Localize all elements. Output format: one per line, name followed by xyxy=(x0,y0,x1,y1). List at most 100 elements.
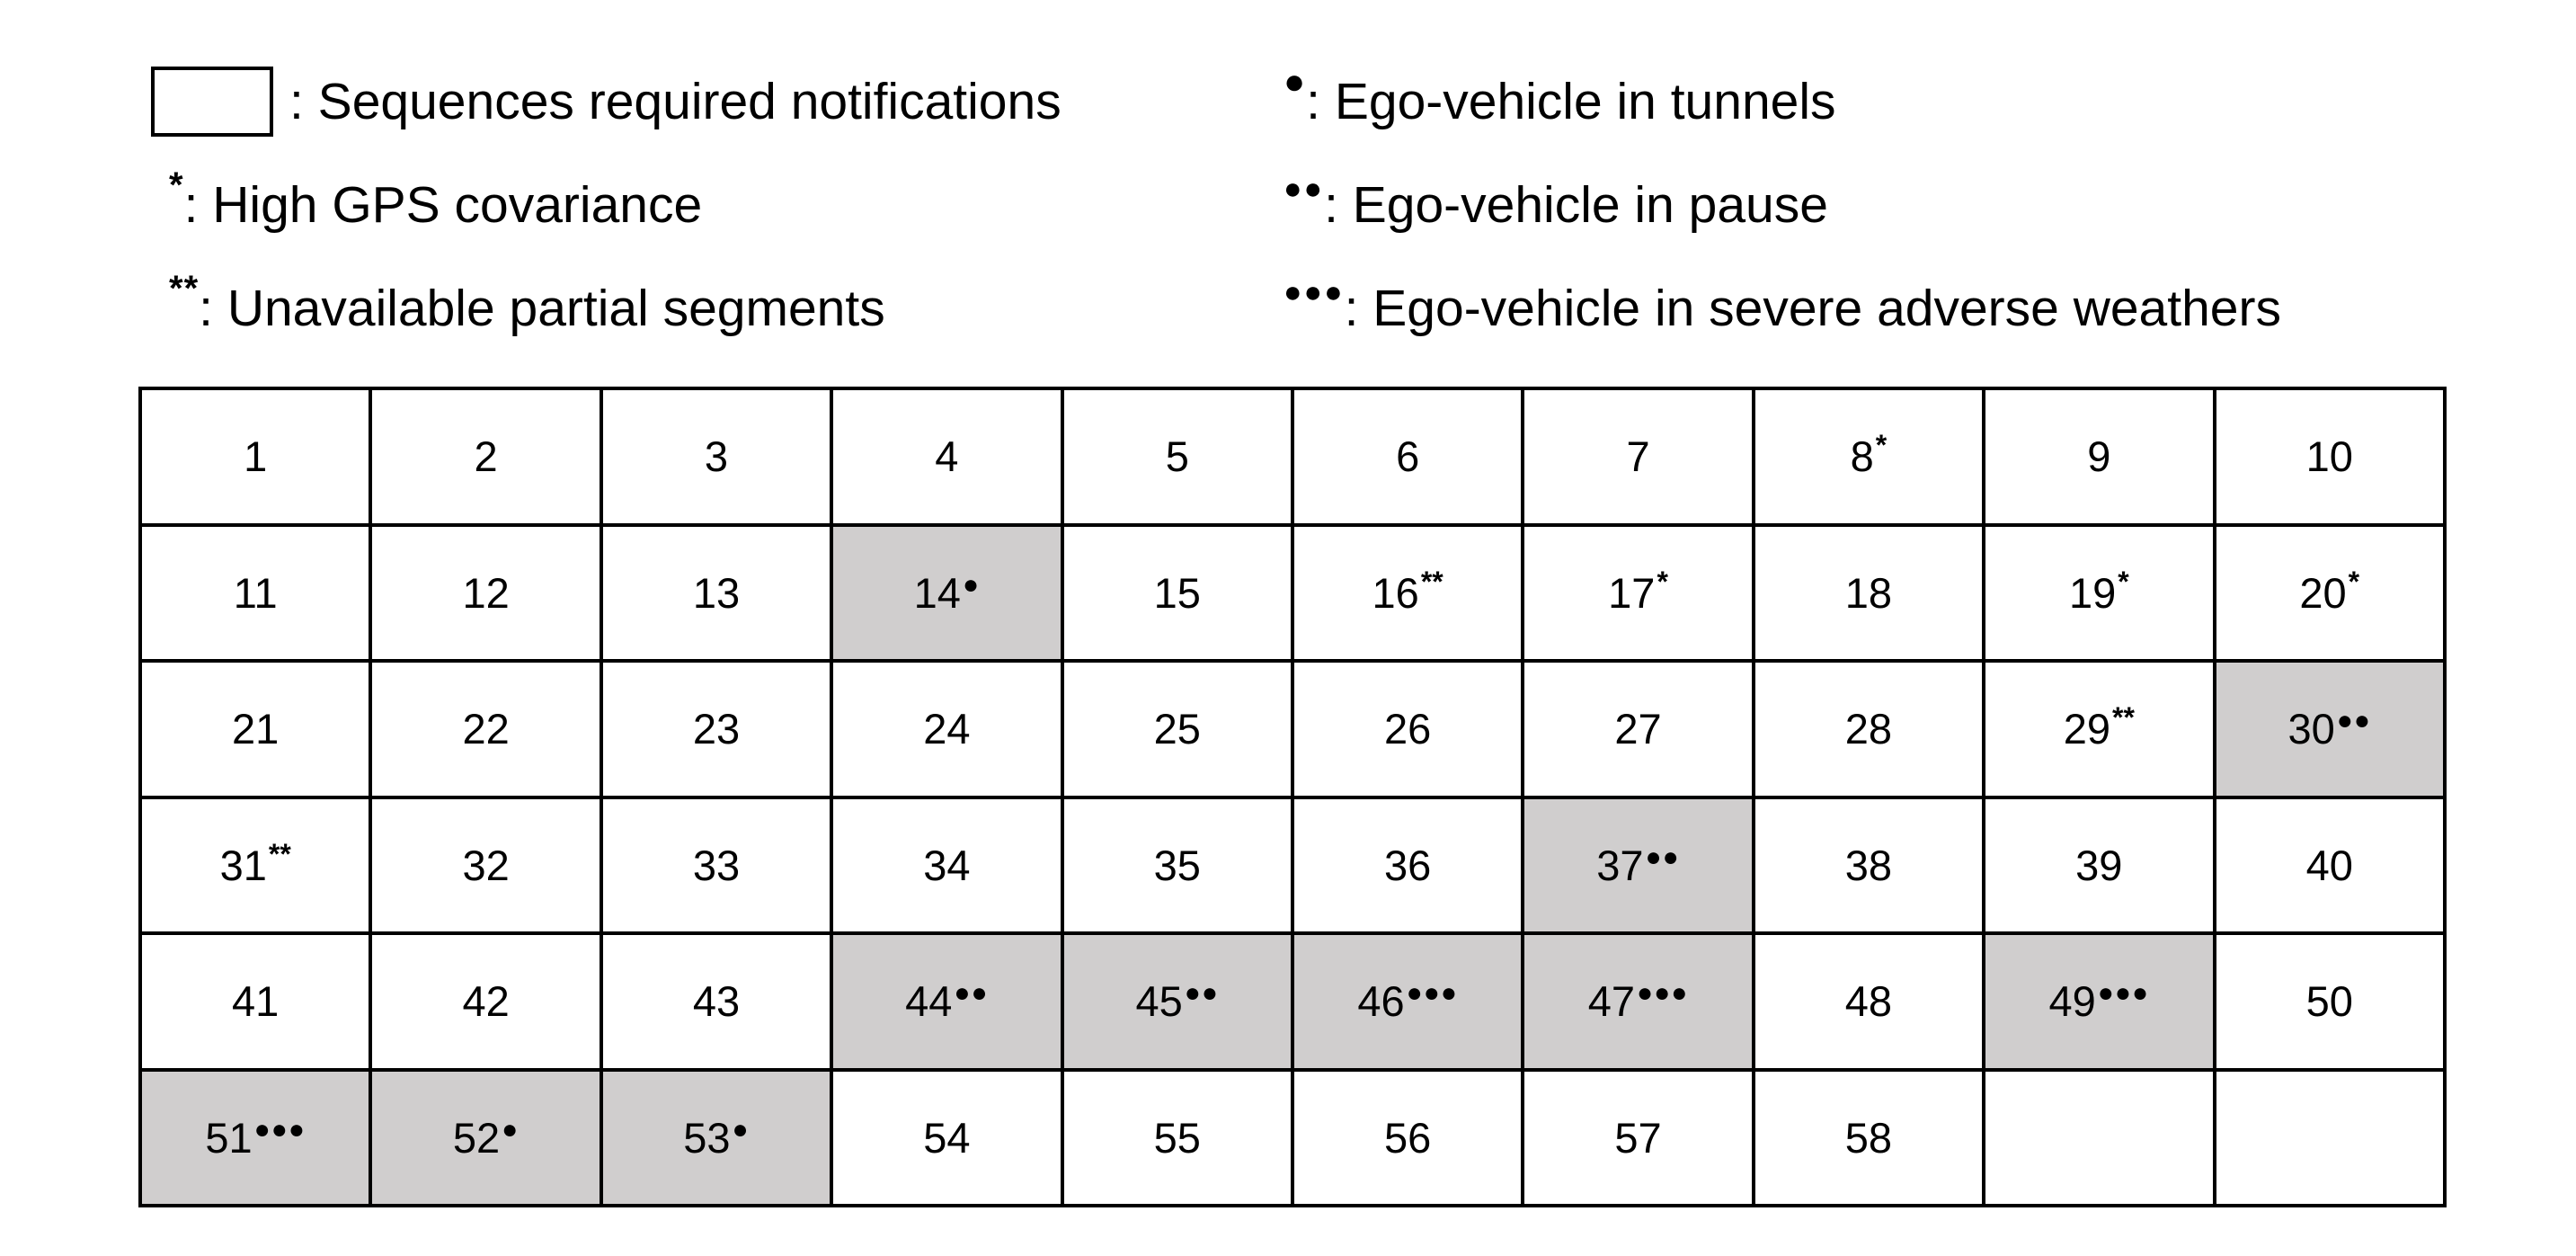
sequence-mark: * xyxy=(2348,565,2360,598)
sequence-number: 53 xyxy=(683,1113,731,1162)
legend-item-notifications: : Sequences required notifications xyxy=(151,61,1061,142)
sequence-number: 39 xyxy=(2075,841,2123,889)
sequence-cell: 49●●● xyxy=(1982,931,2216,1072)
sequence-number: 16 xyxy=(1372,568,1419,617)
sequence-cell: 13 xyxy=(599,522,834,663)
sequence-cell: 55 xyxy=(1060,1067,1294,1207)
sequence-number: 12 xyxy=(462,568,510,617)
sequence-number: 48 xyxy=(1844,977,1893,1026)
sequence-number: 6 xyxy=(1396,432,1420,481)
sequence-cell: 52● xyxy=(369,1067,603,1207)
sequence-cell xyxy=(1982,1067,2216,1207)
sequence-number: 42 xyxy=(462,977,510,1026)
sequence-number: 24 xyxy=(923,705,971,753)
sequence-number: 55 xyxy=(1153,1113,1201,1162)
sequence-cell: 1 xyxy=(138,387,373,527)
sequence-number: 18 xyxy=(1844,568,1893,617)
sequence-cell: 46●●● xyxy=(1290,931,1525,1072)
sequence-cell: 35 xyxy=(1060,795,1294,935)
sequence-mark: ●●● xyxy=(1406,978,1458,1009)
legend-weather-symbol: ●●● xyxy=(1284,275,1345,309)
grid-row: 51●●● 52● 53● 54 55 56 57 58 xyxy=(138,1067,2447,1207)
sequence-number: 7 xyxy=(1626,432,1650,481)
grid-row: 1 2 3 4 5 6 7 8* 9 10 xyxy=(138,387,2447,527)
sequence-cell: 11 xyxy=(138,522,373,663)
sequence-mark: ●● xyxy=(2336,706,2372,736)
sequence-number: 26 xyxy=(1384,705,1432,753)
sequence-number: 56 xyxy=(1384,1113,1432,1162)
sequence-grid-body: 1 2 3 4 5 6 7 8* 9 10 11 12 13 14● 15 16** 17* 18 19* 20* 21… xyxy=(138,387,2447,1207)
sequence-cell: 48 xyxy=(1751,931,1986,1072)
sequence-mark: * xyxy=(2118,565,2129,598)
sequence-number: 46 xyxy=(1357,977,1405,1026)
sequence-cell: 47●●● xyxy=(1521,931,1755,1072)
legend-unavailable-text: : Unavailable partial segments xyxy=(199,280,885,337)
sequence-mark: ●●● xyxy=(2097,978,2150,1009)
sequence-cell: 26 xyxy=(1290,659,1525,799)
sequence-grid: 1 2 3 4 5 6 7 8* 9 10 11 12 13 14● 15 16** 17* 18 19* 20* 21… xyxy=(138,387,2447,1207)
sequence-cell: 18 xyxy=(1751,522,1986,663)
sequence-number: 15 xyxy=(1153,568,1201,617)
sequence-cell: 22 xyxy=(369,659,603,799)
sequence-number: 29 xyxy=(2063,705,2110,753)
sequence-cell: 41 xyxy=(138,931,373,1072)
sequence-cell: 44●● xyxy=(830,931,1064,1072)
sequence-mark: ** xyxy=(268,837,291,870)
legend-item-weather: ●●● : Ego-vehicle in severe adverse weat… xyxy=(1284,268,2281,349)
sequence-number: 52 xyxy=(452,1113,501,1162)
legend-tunnels-text: : Ego-vehicle in tunnels xyxy=(1306,73,1836,130)
grid-row: 41 42 43 44●● 45●● 46●●● 47●●● 48 49●●● 50 xyxy=(138,931,2447,1072)
legend-gps-symbol: * xyxy=(169,165,184,205)
sequence-number: 31 xyxy=(219,841,267,889)
sequence-cell: 3 xyxy=(599,387,834,527)
sequence-number: 34 xyxy=(923,841,971,889)
sequence-number: 13 xyxy=(692,568,741,617)
sequence-cell: 33 xyxy=(599,795,834,935)
sequence-number: 51 xyxy=(205,1113,253,1162)
sequence-mark: ●● xyxy=(1645,842,1680,872)
sequence-mark: ● xyxy=(732,1114,750,1145)
grid-row: 11 12 13 14● 15 16** 17* 18 19* 20* xyxy=(138,522,2447,663)
sequence-cell: 30●● xyxy=(2212,659,2447,799)
sequence-cell: 5 xyxy=(1060,387,1294,527)
sequence-number: 8 xyxy=(1850,432,1874,481)
sequence-cell: 34 xyxy=(830,795,1064,935)
sequence-cell: 15 xyxy=(1060,522,1294,663)
sequence-number: 2 xyxy=(474,432,498,481)
sequence-number: 41 xyxy=(232,977,280,1026)
sequence-number: 19 xyxy=(2068,568,2117,617)
sequence-number: 10 xyxy=(2305,432,2353,481)
sequence-cell: 29** xyxy=(1982,659,2216,799)
sequence-number: 33 xyxy=(692,841,741,889)
sequence-mark: * xyxy=(1657,565,1668,598)
sequence-cell: 19* xyxy=(1982,522,2216,663)
sequence-mark: ●● xyxy=(954,978,989,1009)
sequence-mark: ● xyxy=(962,569,981,600)
sequence-number: 58 xyxy=(1844,1113,1893,1162)
sequence-cell: 7 xyxy=(1521,387,1755,527)
sequence-cell: 50 xyxy=(2212,931,2447,1072)
sequence-cell: 14● xyxy=(830,522,1064,663)
sequence-mark: * xyxy=(1875,429,1888,462)
sequence-cell: 28 xyxy=(1751,659,1986,799)
sequence-number: 40 xyxy=(2305,841,2353,889)
legend-item-gps: * : High GPS covariance xyxy=(169,165,702,245)
grid-row: 21 22 23 24 25 26 27 28 29** 30●● xyxy=(138,659,2447,799)
legend: : Sequences required notifications ● : E… xyxy=(0,0,2576,378)
sequence-mark: ** xyxy=(1420,565,1443,598)
sequence-number: 57 xyxy=(1614,1113,1662,1162)
sequence-cell: 16** xyxy=(1290,522,1525,663)
sequence-cell: 36 xyxy=(1290,795,1525,935)
legend-gray-swatch xyxy=(151,67,273,137)
sequence-cell xyxy=(2212,1067,2447,1207)
sequence-cell: 39 xyxy=(1982,795,2216,935)
sequence-cell: 54 xyxy=(830,1067,1064,1207)
sequence-number: 20 xyxy=(2299,568,2347,617)
sequence-number: 23 xyxy=(692,705,741,753)
legend-tunnel-symbol: ● xyxy=(1284,62,1307,102)
sequence-number: 9 xyxy=(2087,432,2111,481)
sequence-cell: 27 xyxy=(1521,659,1755,799)
sequence-number: 38 xyxy=(1844,841,1893,889)
sequence-number: 3 xyxy=(704,432,729,481)
sequence-cell: 24 xyxy=(830,659,1064,799)
